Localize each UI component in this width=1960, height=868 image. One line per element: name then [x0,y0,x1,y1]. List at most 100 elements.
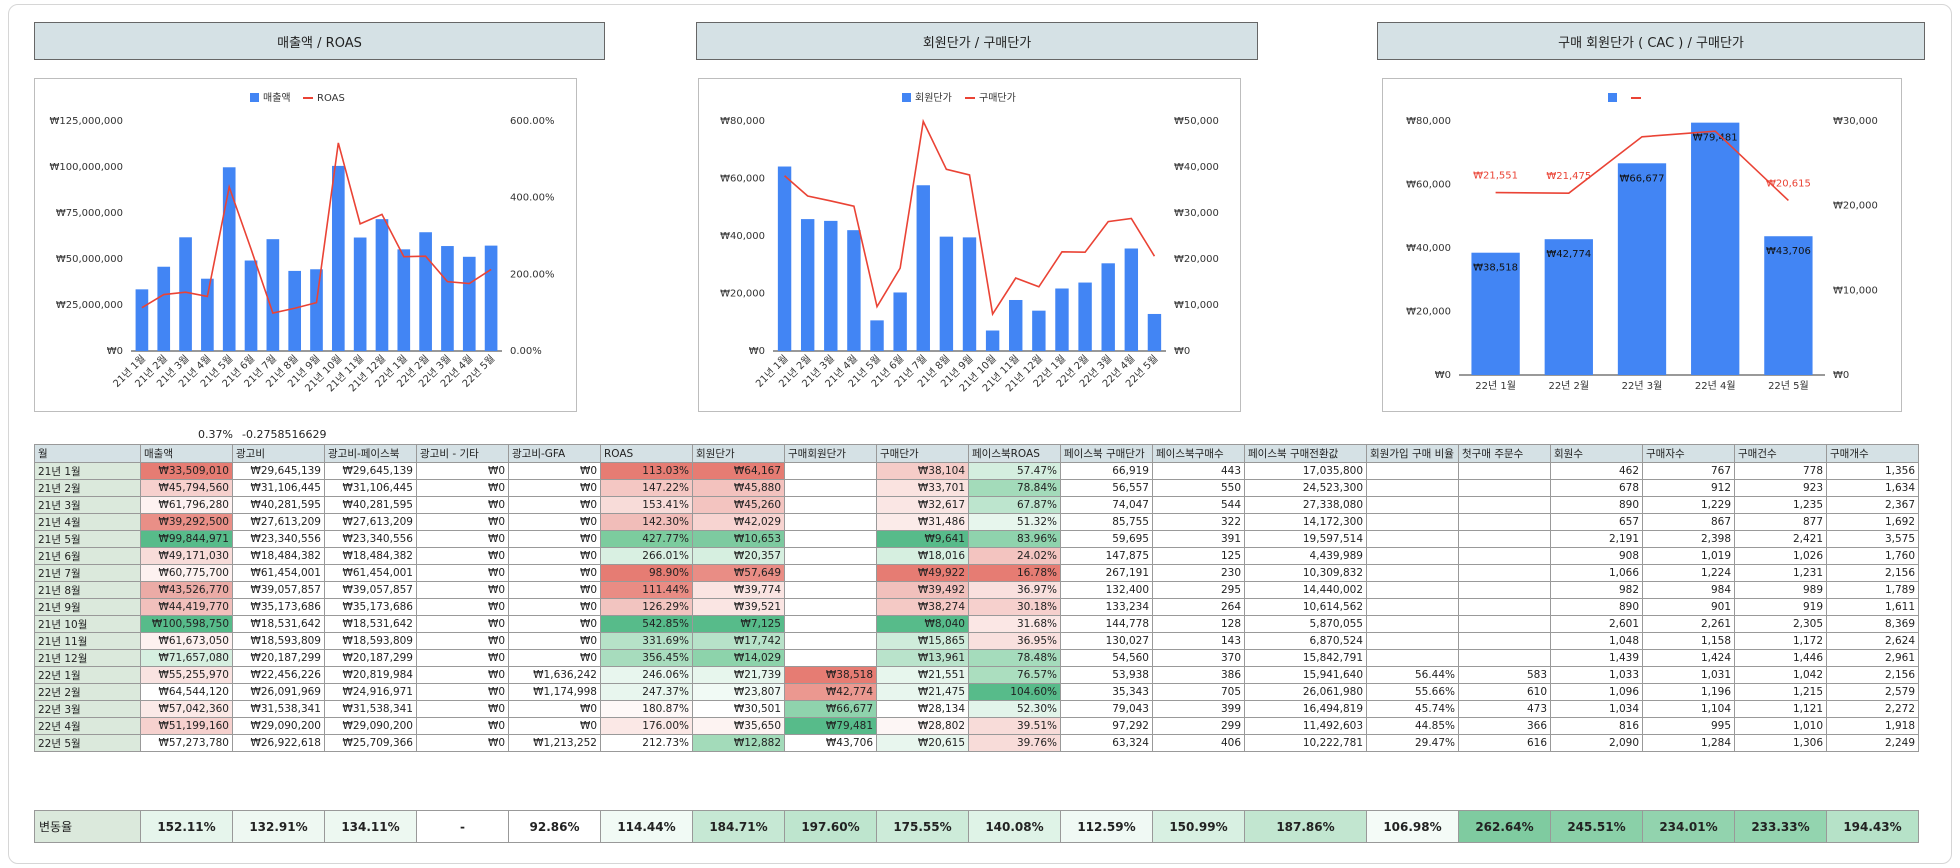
table-cell[interactable]: 230 [1152,564,1245,582]
table-cell[interactable]: ₩31,106,445 [232,479,325,497]
column-header[interactable]: 회원가입 구매 비율 [1366,444,1459,463]
table-cell[interactable]: 1,446 [1734,649,1827,667]
table-cell[interactable]: 57.47% [968,462,1061,480]
row-month-cell[interactable]: 21년 10월 [34,615,141,633]
table-cell[interactable]: 1,634 [1826,479,1919,497]
table-cell[interactable]: 919 [1734,598,1827,616]
table-cell[interactable]: 1,104 [1642,700,1735,718]
column-header[interactable]: ROAS [600,444,693,463]
table-cell[interactable]: ₩0 [416,700,509,718]
table-cell[interactable] [1458,598,1551,616]
table-cell[interactable]: ₩0 [508,547,601,565]
table-cell[interactable]: 111.44% [600,581,693,599]
chart-member-purchase-cost[interactable]: ₩0 ₩20,000 ₩40,000 ₩60,000 ₩80,000 ₩0 ₩10,000 ₩… [698,78,1241,412]
table-cell[interactable]: ₩0 [508,513,601,531]
table-cell[interactable]: 54,560 [1060,649,1153,667]
table-cell[interactable]: 2,261 [1642,615,1735,633]
table-cell[interactable]: 767 [1642,462,1735,480]
column-header[interactable]: 광고비 - 기타 [416,444,509,463]
column-header[interactable]: 구매개수 [1826,444,1919,463]
column-header[interactable]: 광고비-페이스북 [324,444,417,463]
table-cell[interactable] [1366,496,1459,514]
table-cell[interactable] [1366,513,1459,531]
table-cell[interactable]: ₩43,526,770 [140,581,233,599]
table-cell[interactable]: 657 [1550,513,1643,531]
table-cell[interactable]: 1,918 [1826,717,1919,735]
table-cell[interactable]: 29.47% [1366,734,1459,752]
table-cell[interactable] [1458,564,1551,582]
table-cell[interactable]: ₩0 [416,615,509,633]
table-cell[interactable]: ₩60,775,700 [140,564,233,582]
change-rate-cell[interactable]: - [416,810,509,843]
table-cell[interactable]: 778 [1734,462,1827,480]
table-cell[interactable]: ₩13,961 [876,649,969,667]
change-rate-cell[interactable]: 132.91% [232,810,325,843]
column-header[interactable]: 광고비-GFA [508,444,601,463]
table-cell[interactable]: 1,034 [1550,700,1643,718]
table-cell[interactable]: ₩1,213,252 [508,734,601,752]
table-cell[interactable]: ₩61,673,050 [140,632,233,650]
table-cell[interactable]: 24.02% [968,547,1061,565]
table-cell[interactable]: 2,090 [1550,734,1643,752]
table-cell[interactable]: ₩18,531,642 [232,615,325,633]
table-cell[interactable]: 1,284 [1642,734,1735,752]
table-cell[interactable]: 153.41% [600,496,693,514]
table-cell[interactable]: 3,575 [1826,530,1919,548]
table-cell[interactable]: 331.69% [600,632,693,650]
table-cell[interactable] [784,564,877,582]
table-cell[interactable] [784,615,877,633]
table-cell[interactable]: 27,338,080 [1244,496,1367,514]
table-cell[interactable]: 143 [1152,632,1245,650]
table-cell[interactable]: 1,229 [1642,496,1735,514]
table-cell[interactable]: 212.73% [600,734,693,752]
table-cell[interactable]: 10,222,781 [1244,734,1367,752]
table-cell[interactable] [784,649,877,667]
table-cell[interactable]: 2,156 [1826,564,1919,582]
table-cell[interactable]: 142.30% [600,513,693,531]
table-cell[interactable]: ₩29,645,139 [232,462,325,480]
table-cell[interactable] [784,581,877,599]
table-cell[interactable]: ₩24,916,971 [324,683,417,701]
table-cell[interactable]: 982 [1550,581,1643,599]
data-table[interactable]: 월 매출액 광고비 광고비-페이스북 광고비 - 기타 광고비-GFA ROAS 회원단가 구매… [34,444,1919,752]
chart-cac-purchase-cost[interactable]: ₩0 ₩20,000 ₩40,000 ₩60,000 ₩80,000 ₩0 ₩10,000 ₩… [1382,78,1902,412]
table-cell[interactable]: 144,778 [1060,615,1153,633]
table-cell[interactable] [1458,496,1551,514]
table-cell[interactable]: 4,439,989 [1244,547,1367,565]
table-cell[interactable]: 132,400 [1060,581,1153,599]
table-cell[interactable]: ₩29,090,200 [324,717,417,735]
table-cell[interactable]: 246.06% [600,666,693,684]
table-cell[interactable]: 2,191 [1550,530,1643,548]
table-cell[interactable]: ₩0 [508,564,601,582]
table-cell[interactable]: ₩66,677 [784,700,877,718]
table-cell[interactable]: ₩18,593,809 [324,632,417,650]
table-cell[interactable] [1458,615,1551,633]
table-cell[interactable]: ₩0 [416,462,509,480]
table-cell[interactable]: 370 [1152,649,1245,667]
table-cell[interactable]: 26,061,980 [1244,683,1367,701]
table-cell[interactable] [1458,581,1551,599]
table-cell[interactable]: 5,870,055 [1244,615,1367,633]
table-cell[interactable]: ₩0 [416,530,509,548]
change-rate-cell[interactable]: 175.55% [876,810,969,843]
change-rate-cell[interactable]: 262.64% [1458,810,1551,843]
change-rate-cell[interactable]: 134.11% [324,810,417,843]
row-month-cell[interactable]: 22년 3월 [34,700,141,718]
table-cell[interactable] [784,496,877,514]
table-cell[interactable]: ₩49,922 [876,564,969,582]
table-cell[interactable]: 16.78% [968,564,1061,582]
table-cell[interactable]: ₩0 [416,564,509,582]
column-header[interactable]: 페이스북 구매전환값 [1244,444,1367,463]
table-cell[interactable]: 14,440,002 [1244,581,1367,599]
change-rate-cell[interactable]: 197.60% [784,810,877,843]
table-cell[interactable]: 901 [1642,598,1735,616]
table-cell[interactable]: 908 [1550,547,1643,565]
table-cell[interactable]: ₩38,518 [784,666,877,684]
table-cell[interactable]: 266.01% [600,547,693,565]
table-cell[interactable]: ₩14,029 [692,649,785,667]
table-cell[interactable]: ₩39,057,857 [324,581,417,599]
table-cell[interactable]: ₩35,650 [692,717,785,735]
table-cell[interactable]: 867 [1642,513,1735,531]
table-cell[interactable]: 1,789 [1826,581,1919,599]
row-month-cell[interactable]: 21년 6월 [34,547,141,565]
